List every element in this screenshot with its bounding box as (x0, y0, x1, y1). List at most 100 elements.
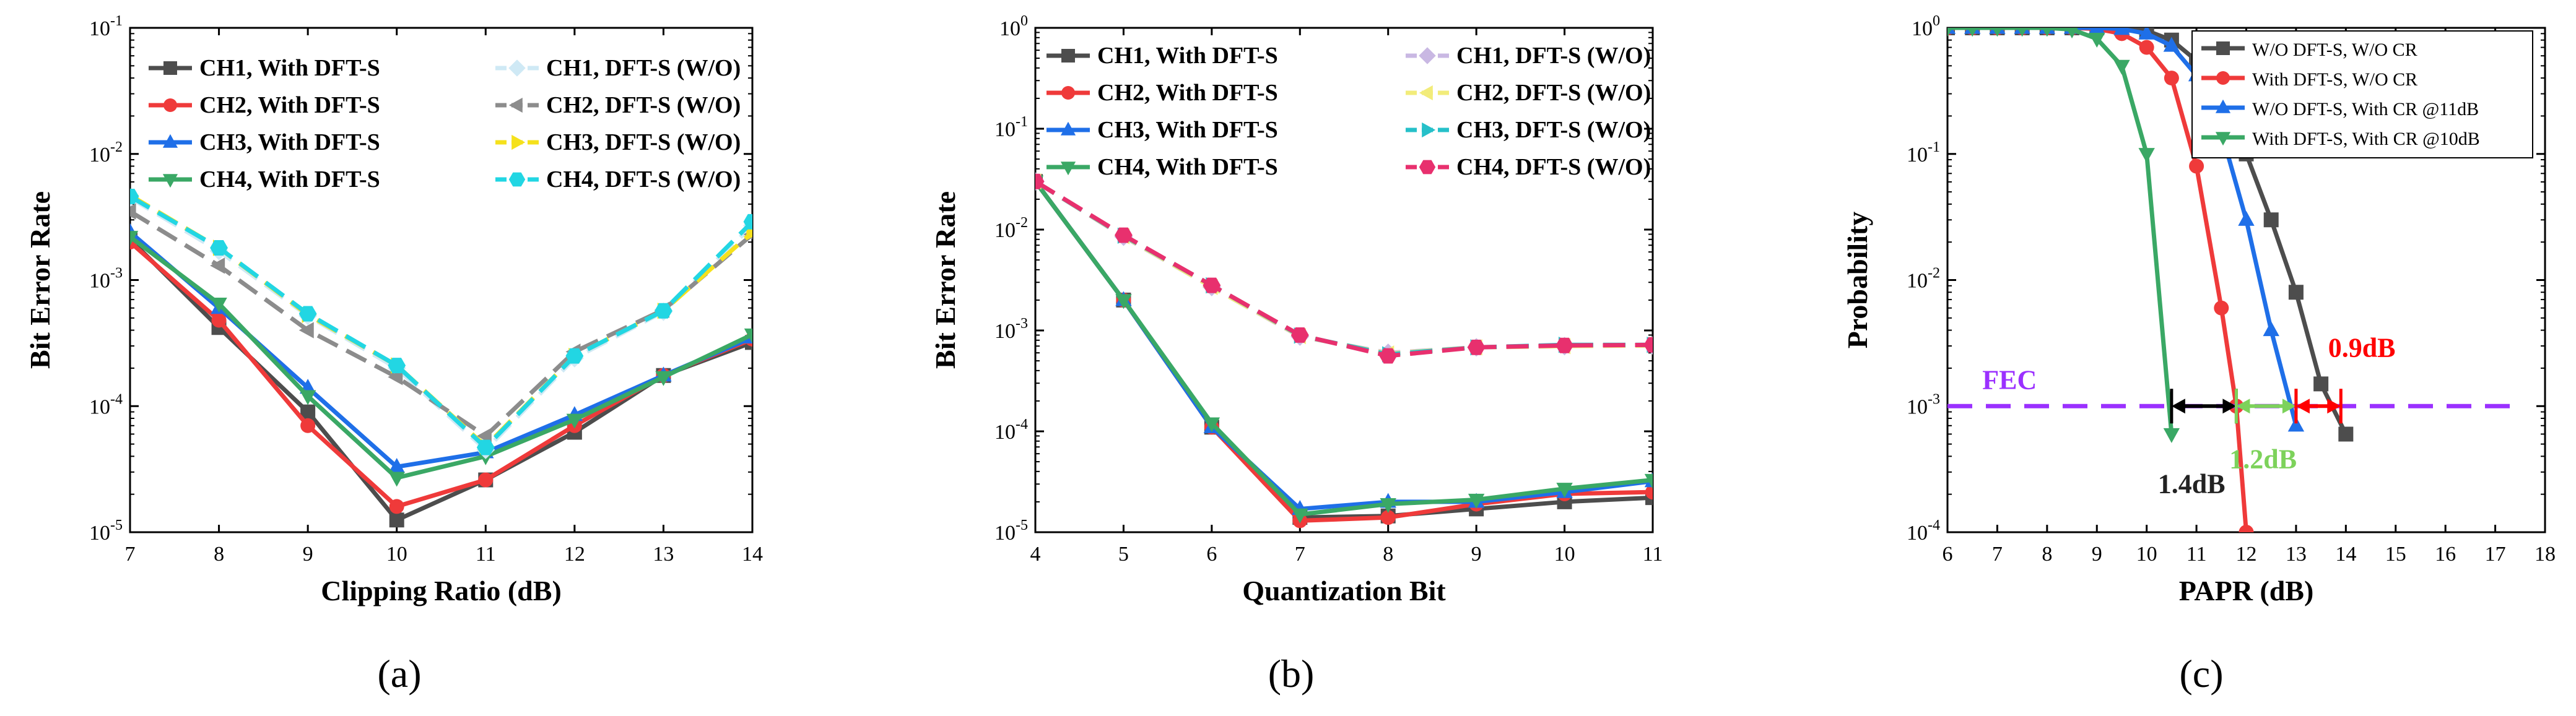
legend-marker (1060, 162, 1076, 176)
legend: CH1, With DFT-S CH2, With DFT-S CH3, With … (1046, 43, 1651, 180)
x-tick-label: 8 (2042, 543, 2052, 566)
y-tick-label: 10-5 (89, 517, 123, 545)
legend-entry: CH3, DFT-S (W/O) (1456, 117, 1651, 143)
data-point (1992, 28, 2003, 37)
plot-frame (1034, 27, 1654, 533)
series-5 (1035, 172, 1653, 363)
data-point (2288, 285, 2304, 300)
chart-b: 4 5 6 7 8 9 10 11 10-5 10-4 10-3 10-2 10-1 100 Quantiz… (929, 13, 1663, 606)
legend-marker (162, 134, 178, 148)
data-point (2214, 300, 2229, 316)
x-tick-label: 10 (386, 543, 407, 566)
legend-entry: CH4, With DFT-S (199, 166, 380, 192)
series-line (1035, 179, 1653, 355)
plot-area (130, 188, 752, 528)
data-point (478, 472, 494, 488)
data-point (1556, 337, 1573, 353)
legend-marker (2215, 99, 2231, 113)
legend-marker (163, 98, 177, 112)
legend: CH1, With DFT-S CH2, With DFT-S CH3, With … (149, 55, 741, 192)
data-point (2313, 376, 2329, 392)
series-8 (1035, 173, 1653, 364)
data-point (565, 348, 584, 364)
data-point (211, 298, 227, 313)
data-point (2239, 525, 2254, 532)
legend-marker (508, 172, 526, 187)
data-point (2163, 37, 2180, 52)
data-point (2263, 212, 2279, 228)
x-tick-label: 7 (1295, 543, 1305, 566)
series-line (1947, 28, 2174, 434)
x-tick-label: 11 (1643, 543, 1663, 566)
arrowhead-left (2295, 399, 2310, 414)
data-point (1203, 417, 1221, 433)
series-line (1035, 180, 1653, 517)
x-axis-title: PAPR (dB) (2179, 575, 2314, 606)
x-tick-label: 11 (476, 543, 496, 566)
data-point (130, 231, 139, 246)
x-tick-label: 6 (1206, 543, 1217, 566)
y-tick-label: 10-5 (994, 517, 1028, 545)
x-tick-label: 7 (125, 543, 136, 566)
y-tick-label: 10-2 (89, 139, 123, 166)
x-tick-label: 13 (2286, 543, 2307, 566)
data-point (1380, 498, 1396, 513)
series-line (1035, 179, 1653, 356)
legend-marker (1419, 85, 1433, 101)
arrowhead-left (2171, 399, 2185, 414)
legend-entry: With DFT-S, With CR @10dB (2252, 129, 2480, 149)
data-point (1380, 510, 1396, 525)
y-tick-label: 100 (999, 13, 1028, 40)
data-point (2189, 158, 2204, 174)
legend-marker (1422, 122, 1436, 138)
data-point (299, 390, 316, 405)
x-tick-label: 12 (2236, 543, 2257, 566)
legend-entry: CH4, With DFT-S (1097, 154, 1278, 180)
y-tick-label: 10-2 (1907, 265, 1940, 293)
data-point (1203, 277, 1221, 293)
legend-entry: CH2, With DFT-S (1097, 80, 1278, 106)
data-point (388, 457, 405, 473)
legend-entry: CH3, With DFT-S (1097, 117, 1278, 143)
legend-marker (508, 97, 523, 113)
data-point (1290, 327, 1309, 343)
x-tick-label: 5 (1118, 543, 1129, 566)
data-point (130, 203, 136, 220)
series-3 (130, 223, 752, 473)
data-point (1967, 28, 1978, 37)
x-tick-label: 9 (1471, 543, 1482, 566)
series-line (130, 235, 752, 480)
series-8 (130, 188, 752, 455)
legend-frame (2191, 30, 2533, 158)
legend-marker (1419, 160, 1436, 175)
y-axis-title: Bit Error Rate (24, 191, 56, 369)
arrowhead-right (2327, 399, 2341, 414)
data-point (389, 512, 404, 528)
legend-marker (2215, 132, 2231, 146)
series-4 (1035, 175, 1653, 524)
x-tick-label: 18 (2535, 543, 2556, 566)
data-point (1556, 483, 1573, 498)
legend-entry: CH1, DFT-S (W/O) (1456, 43, 1651, 69)
arrowhead-right (2222, 399, 2237, 414)
data-point (130, 188, 139, 204)
legend-entry: CH3, With DFT-S (199, 129, 380, 155)
annotation-label: 1.4dB (2158, 468, 2226, 499)
x-tick-label: 9 (303, 543, 313, 566)
legend: W/O DFT-S, W/O CR With DFT-S, W/O CR W/O D… (2191, 30, 2533, 158)
x-tick-label: 10 (1554, 543, 1575, 566)
data-point (2163, 428, 2180, 443)
series-4 (1947, 28, 2180, 443)
legend-entry: CH4, DFT-S (W/O) (546, 166, 741, 192)
legend-entry: CH2, DFT-S (W/O) (1456, 80, 1651, 106)
data-point (2139, 40, 2154, 55)
data-point (210, 240, 228, 256)
y-tick-label: 10-3 (994, 316, 1028, 343)
x-tick-label: 14 (742, 543, 763, 566)
fec-label: FEC (1982, 364, 2037, 395)
data-point (298, 306, 317, 322)
x-tick-label: 4 (1030, 543, 1041, 566)
arrowhead-left (2236, 399, 2250, 414)
data-point (2113, 59, 2130, 75)
x-tick-label: 11 (2187, 543, 2207, 566)
